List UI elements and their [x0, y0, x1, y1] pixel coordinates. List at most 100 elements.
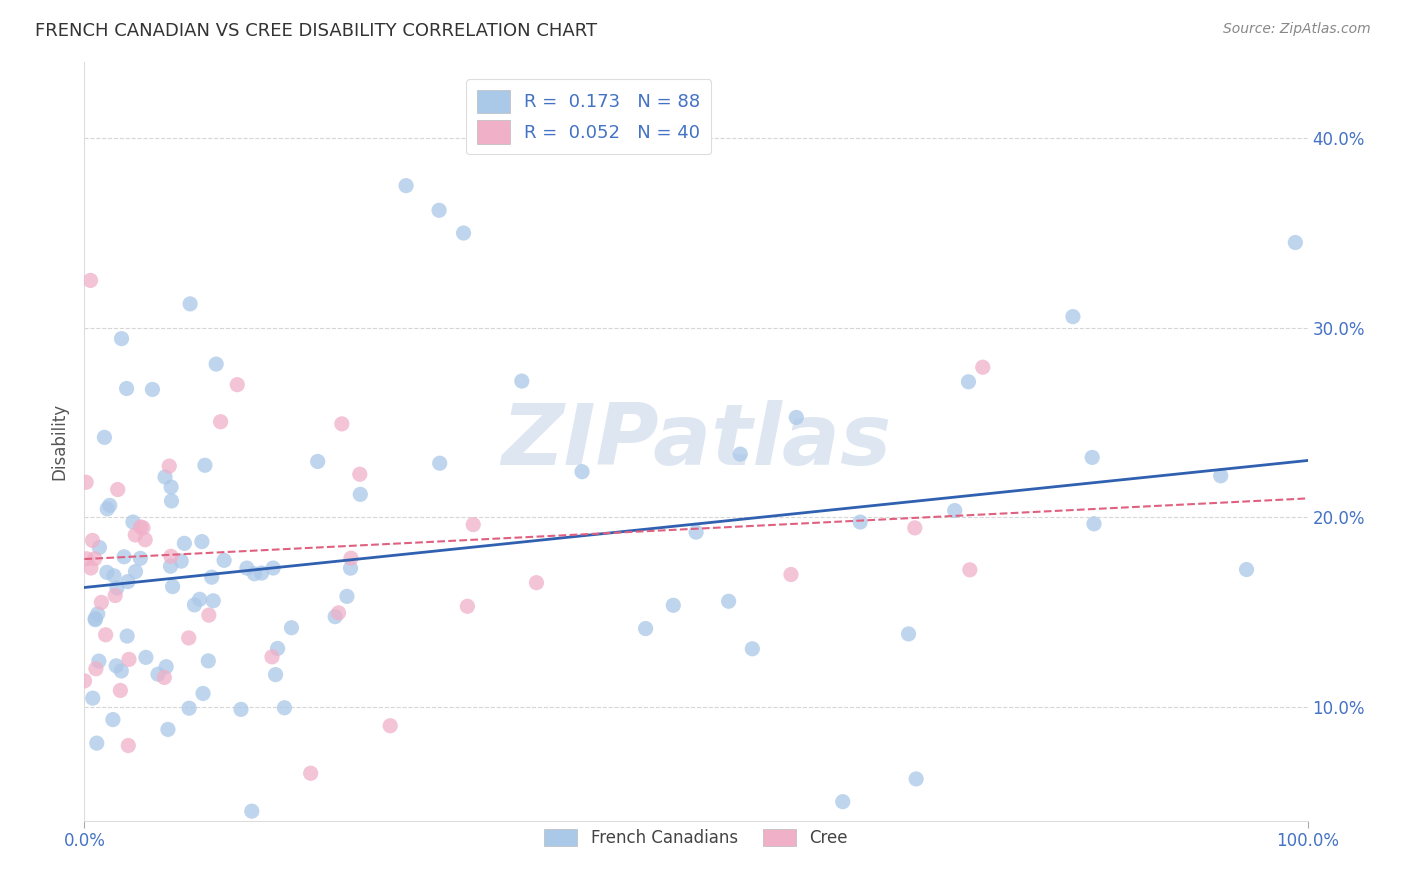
Point [122, 515, 145, 529]
Point [1236, 563, 1258, 577]
Point [170, 554, 193, 568]
Point [160, 549, 183, 564]
Point [129, 551, 152, 566]
Point [179, 701, 201, 715]
Point [202, 594, 225, 608]
Point [205, 357, 228, 371]
Point [429, 456, 451, 470]
Point [959, 563, 981, 577]
Point [349, 467, 371, 482]
Point [1081, 450, 1104, 465]
Point [299, 766, 322, 780]
Point [1209, 468, 1232, 483]
Point [188, 592, 211, 607]
Point [124, 528, 146, 542]
Point [173, 536, 195, 550]
Point [132, 521, 155, 535]
Point [510, 374, 533, 388]
Point [98, 499, 121, 513]
Point [146, 667, 169, 681]
Point [463, 517, 485, 532]
Point [456, 599, 478, 614]
Point [198, 608, 221, 623]
Point [328, 606, 350, 620]
Point [957, 375, 980, 389]
Point [1083, 516, 1105, 531]
Point [395, 178, 418, 193]
Point [115, 629, 138, 643]
Point [162, 580, 184, 594]
Point [157, 459, 180, 474]
Point [226, 377, 249, 392]
Point [780, 567, 803, 582]
Point [264, 667, 287, 681]
Point [849, 515, 872, 529]
Point [307, 454, 329, 468]
Point [153, 670, 176, 684]
Point [110, 332, 132, 346]
Point [905, 772, 928, 786]
Point [191, 686, 214, 700]
Legend: French Canadians, Cree: French Canadians, Cree [537, 822, 855, 854]
Point [118, 652, 141, 666]
Point [115, 382, 138, 396]
Point [380, 719, 402, 733]
Point [194, 458, 217, 473]
Point [260, 649, 283, 664]
Point [107, 483, 129, 497]
Point [134, 533, 156, 547]
Point [82, 691, 104, 706]
Point [160, 480, 183, 494]
Point [160, 494, 183, 508]
Point [323, 609, 346, 624]
Point [155, 659, 177, 673]
Point [110, 683, 132, 698]
Point [972, 360, 994, 375]
Point [1284, 235, 1306, 250]
Point [83, 551, 105, 566]
Point [717, 594, 740, 608]
Point [112, 549, 135, 564]
Point [87, 654, 110, 668]
Point [105, 658, 128, 673]
Point [156, 723, 179, 737]
Y-axis label: Disability: Disability [51, 403, 69, 480]
Point [153, 470, 176, 484]
Point [262, 561, 284, 575]
Point [339, 561, 361, 575]
Point [141, 383, 163, 397]
Point [84, 662, 107, 676]
Point [831, 795, 853, 809]
Point [201, 570, 224, 584]
Text: FRENCH CANADIAN VS CREE DISABILITY CORRELATION CHART: FRENCH CANADIAN VS CREE DISABILITY CORRE… [35, 22, 598, 40]
Point [741, 641, 763, 656]
Point [129, 520, 152, 534]
Point [229, 702, 252, 716]
Point [349, 487, 371, 501]
Point [243, 566, 266, 581]
Point [240, 804, 263, 818]
Point [943, 503, 966, 517]
Point [84, 613, 107, 627]
Point [526, 575, 548, 590]
Point [101, 713, 124, 727]
Point [897, 627, 920, 641]
Point [571, 465, 593, 479]
Point [117, 739, 139, 753]
Point [634, 622, 657, 636]
Text: Source: ZipAtlas.com: Source: ZipAtlas.com [1223, 22, 1371, 37]
Point [86, 736, 108, 750]
Point [904, 521, 927, 535]
Point [785, 410, 807, 425]
Point [73, 673, 96, 688]
Point [453, 226, 475, 240]
Point [75, 475, 97, 490]
Point [685, 525, 707, 540]
Point [280, 621, 302, 635]
Point [117, 574, 139, 589]
Point [730, 447, 752, 461]
Point [84, 611, 107, 625]
Point [159, 559, 181, 574]
Point [177, 631, 200, 645]
Point [103, 569, 125, 583]
